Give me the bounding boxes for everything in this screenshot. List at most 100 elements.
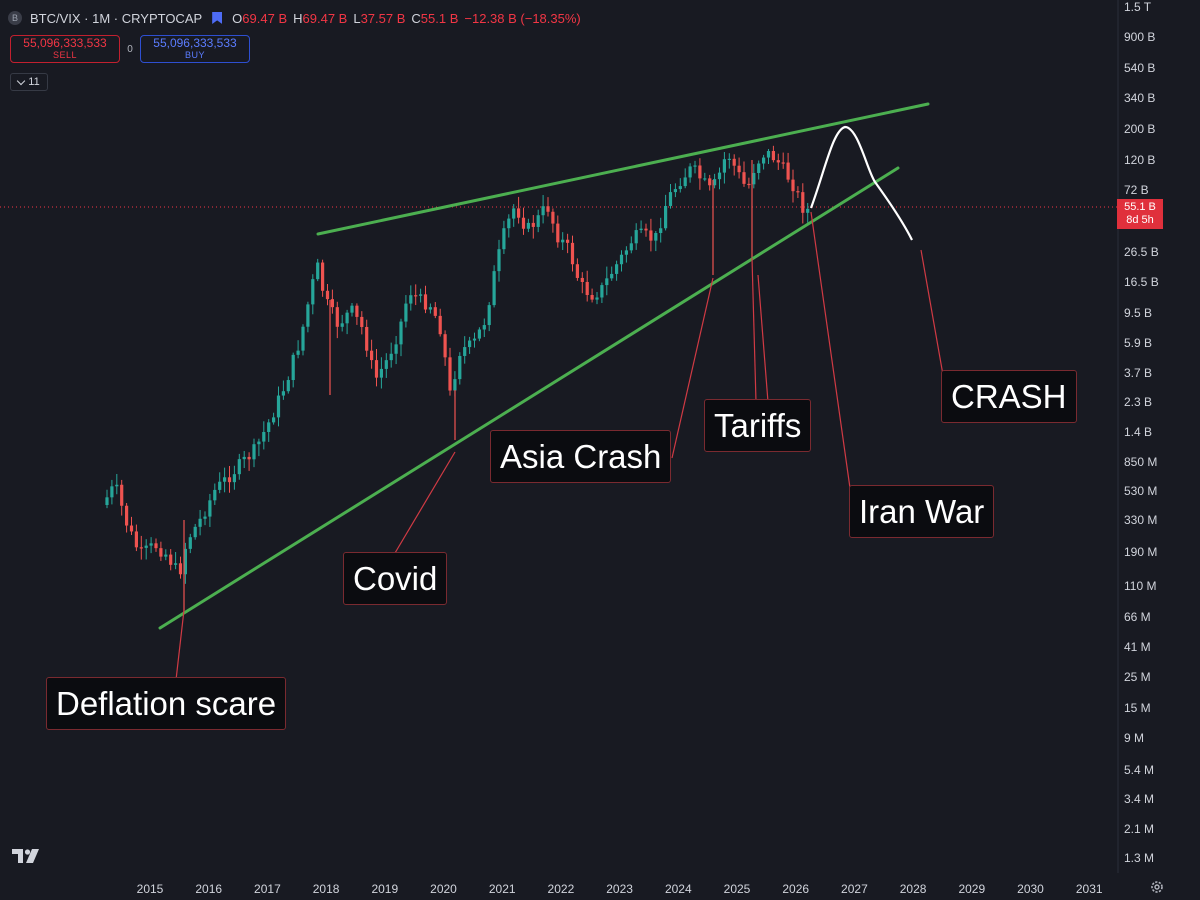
price-tick-label: 1.4 B <box>1124 425 1152 439</box>
candle-body <box>125 505 129 526</box>
candle-body <box>796 191 800 193</box>
projection-path[interactable] <box>809 125 913 241</box>
sell-button[interactable]: 55,096,333,533 SELL <box>10 35 120 63</box>
callout-crash[interactable]: CRASH <box>941 370 1077 423</box>
price-axis[interactable]: 1.5 T 900 B 540 B 340 B 200 B 120 B 72 B 26.5 B… <box>1124 0 1159 865</box>
ohlc-high: H69.47 B <box>293 10 348 26</box>
candle-body <box>330 299 334 308</box>
candle-body <box>492 271 496 306</box>
candle-body <box>399 321 403 345</box>
symbol-title[interactable]: BTC/VIX · 1M · CRYPTOCAP <box>30 10 203 26</box>
candle-body <box>257 441 261 445</box>
buy-button[interactable]: 55,096,333,533 BUY <box>140 35 250 63</box>
price-tick-label: 340 B <box>1124 91 1155 105</box>
candle-body <box>703 178 707 180</box>
candle-body <box>306 304 310 327</box>
candle-body <box>438 315 442 335</box>
candle-body <box>414 295 418 297</box>
candle-body <box>198 518 202 527</box>
gear-icon[interactable] <box>1150 880 1164 894</box>
candle-body <box>463 347 467 356</box>
price-tick-label: 9 M <box>1124 731 1144 745</box>
callout-iran-war[interactable]: Iran War <box>849 485 995 538</box>
candle-body <box>301 326 305 351</box>
leader-crash <box>920 249 944 376</box>
callout-deflation[interactable]: Deflation scare <box>46 677 287 730</box>
candle-body <box>595 297 599 300</box>
price-tick-label: 26.5 B <box>1124 245 1159 259</box>
leader-tariffs-a <box>751 257 757 403</box>
candle-body <box>247 456 251 460</box>
candle-body <box>664 205 668 229</box>
time-tick-label: 2025 <box>724 882 751 896</box>
time-tick-label: 2015 <box>137 882 164 896</box>
candle-body <box>365 326 369 351</box>
candle-body <box>144 545 148 548</box>
callout-tariffs[interactable]: Tariffs <box>704 399 812 452</box>
candle-body <box>561 239 565 243</box>
time-tick-label: 2029 <box>958 882 985 896</box>
candle-body <box>791 179 795 192</box>
candle-body <box>164 554 168 557</box>
candle-body <box>355 305 359 317</box>
candle-body <box>766 151 771 158</box>
price-tick-label: 1.3 M <box>1124 851 1154 865</box>
bookmark-flag-icon[interactable] <box>212 12 223 24</box>
candle-body <box>154 543 158 549</box>
candle-body <box>737 165 741 173</box>
time-tick-label: 2027 <box>841 882 868 896</box>
price-tick-label: 2.3 B <box>1124 395 1152 409</box>
candle-body <box>610 273 614 279</box>
candle-body <box>605 278 609 286</box>
candle-body <box>683 177 687 187</box>
candle-body <box>379 368 383 378</box>
candle-body <box>668 192 673 206</box>
candle-body <box>585 281 589 296</box>
symbol-icon: B <box>8 11 22 25</box>
callout-asia-crash[interactable]: Asia Crash <box>490 430 672 483</box>
ohlc-change: −12.38 B (−18.35%) <box>464 10 581 26</box>
candle-body <box>472 338 477 341</box>
candle-body <box>708 178 712 186</box>
time-tick-label: 2018 <box>313 882 340 896</box>
candle-body <box>178 563 183 575</box>
time-tick-label: 2026 <box>782 882 809 896</box>
time-axis[interactable]: 2015 2016 2017 2018 2019 2020 2021 2022 2023 2024… <box>137 882 1103 896</box>
price-tick-label: 2.1 M <box>1124 822 1154 836</box>
indicators-toggle[interactable]: 11 <box>10 73 48 91</box>
candle-body <box>507 218 511 229</box>
candle-body <box>556 223 560 243</box>
candle-body <box>448 357 452 391</box>
candle-body <box>394 344 398 354</box>
candle-body <box>232 474 236 483</box>
current-price-value: 55.1 B <box>1124 201 1156 213</box>
price-tick-label: 110 M <box>1124 579 1156 593</box>
candle-body <box>747 183 751 186</box>
candle-body <box>350 305 354 313</box>
candle-body <box>580 277 584 282</box>
candle-body <box>541 206 545 216</box>
candle-body <box>521 217 526 229</box>
upper-trendline[interactable] <box>316 102 930 236</box>
candle-body <box>629 243 633 251</box>
candle-body <box>218 481 222 490</box>
candle-body <box>722 159 726 173</box>
candle-body <box>776 160 780 163</box>
chevron-down-icon <box>17 76 26 85</box>
candle-body <box>325 290 330 300</box>
tradingview-logo-icon[interactable] <box>12 847 44 865</box>
candle-body <box>340 323 344 327</box>
callout-covid[interactable]: Covid <box>343 552 448 605</box>
price-tick-label: 41 M <box>1124 640 1151 654</box>
indicator-count: 11 <box>28 76 40 88</box>
leader-deflation <box>175 609 185 681</box>
candle-body <box>276 395 281 418</box>
time-tick-label: 2031 <box>1076 882 1103 896</box>
lower-trendline[interactable] <box>158 166 900 630</box>
candle-body <box>291 354 295 381</box>
candle-body <box>316 262 320 280</box>
candle-body <box>786 162 790 180</box>
buy-label: BUY <box>184 50 205 60</box>
price-tick-label: 900 B <box>1124 30 1155 44</box>
